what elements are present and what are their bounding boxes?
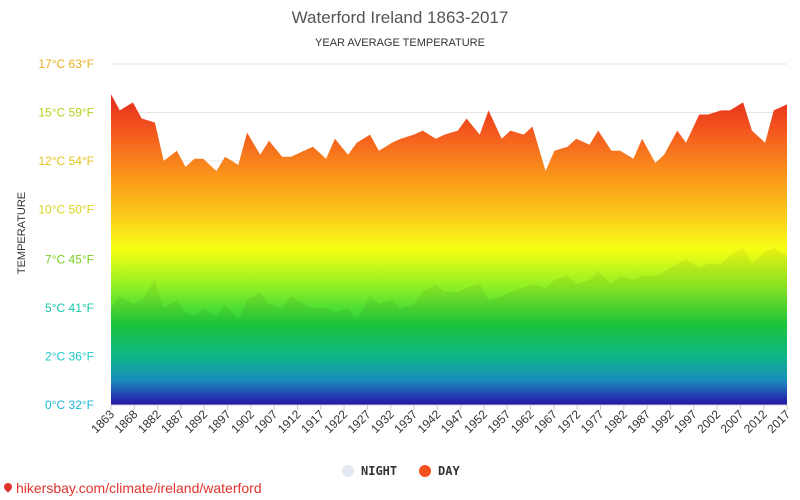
y-axis-ticks: 0°C 32°F 2°C 36°F 5°C 41°F 7°C 45°F 10°C 50°… xyxy=(38,57,94,412)
x-tick-label: 1927 xyxy=(345,407,374,436)
source-link[interactable]: hikersbay.com/climate/ireland/waterford xyxy=(2,480,262,496)
legend-day[interactable]: DAY xyxy=(419,464,460,478)
x-tick-label: 1952 xyxy=(461,407,490,436)
x-tick-label: 1932 xyxy=(368,407,397,436)
x-tick-label: 1957 xyxy=(485,407,514,436)
x-tick-label: 1997 xyxy=(671,407,700,436)
x-tick-label: 1937 xyxy=(391,407,420,436)
y-tick-label: 2°C 36°F xyxy=(45,350,94,364)
x-tick-label: 1977 xyxy=(578,407,607,436)
x-tick-label: 1897 xyxy=(205,407,234,436)
y-tick-label: 5°C 41°F xyxy=(45,301,94,315)
x-tick-label: 2002 xyxy=(694,407,723,436)
location-pin-icon xyxy=(2,481,14,493)
x-tick-label: 1912 xyxy=(275,407,304,436)
y-tick-label: 15°C 59°F xyxy=(38,105,94,119)
source-link-text: hikersbay.com/climate/ireland/waterford xyxy=(16,480,262,496)
x-tick-label: 1892 xyxy=(182,407,211,436)
x-tick-label: 1947 xyxy=(438,407,467,436)
x-axis-ticks: 1863186818821887189218971902190719121917… xyxy=(88,405,793,436)
y-tick-label: 12°C 54°F xyxy=(38,154,94,168)
x-tick-label: 1917 xyxy=(298,407,327,436)
x-tick-label: 1868 xyxy=(112,407,141,436)
x-tick-label: 1987 xyxy=(624,407,653,436)
x-tick-label: 2012 xyxy=(741,407,770,436)
x-tick-label: 1972 xyxy=(555,407,584,436)
y-tick-label: 0°C 32°F xyxy=(45,398,94,412)
chart-legend: NIGHT DAY xyxy=(342,464,460,478)
x-tick-label: 1992 xyxy=(648,407,677,436)
x-tick-label: 1887 xyxy=(158,407,187,436)
x-tick-label: 2017 xyxy=(764,407,793,436)
day-series-area xyxy=(111,94,787,406)
legend-day-swatch xyxy=(419,465,431,477)
y-tick-label: 7°C 45°F xyxy=(45,253,94,267)
x-tick-label: 1942 xyxy=(415,407,444,436)
x-tick-label: 1962 xyxy=(508,407,537,436)
y-axis-label: TEMPERATURE xyxy=(16,192,28,274)
legend-night-swatch xyxy=(342,465,354,477)
x-tick-label: 2007 xyxy=(718,407,747,436)
chart-subtitle: YEAR AVERAGE TEMPERATURE xyxy=(315,37,485,49)
chart-title: Waterford Ireland 1863-2017 xyxy=(292,8,509,27)
x-tick-label: 1967 xyxy=(531,407,560,436)
x-tick-label: 1902 xyxy=(228,407,257,436)
legend-night-label: NIGHT xyxy=(361,464,397,478)
x-tick-label: 1982 xyxy=(601,407,630,436)
legend-night[interactable]: NIGHT xyxy=(342,464,397,478)
legend-day-label: DAY xyxy=(438,464,460,478)
night-series-area xyxy=(111,247,787,405)
x-tick-label: 1922 xyxy=(321,407,350,436)
x-tick-label: 1882 xyxy=(135,407,164,436)
x-tick-label: 1907 xyxy=(252,407,281,436)
y-tick-label: 17°C 63°F xyxy=(38,57,94,71)
y-tick-label: 10°C 50°F xyxy=(38,202,94,216)
